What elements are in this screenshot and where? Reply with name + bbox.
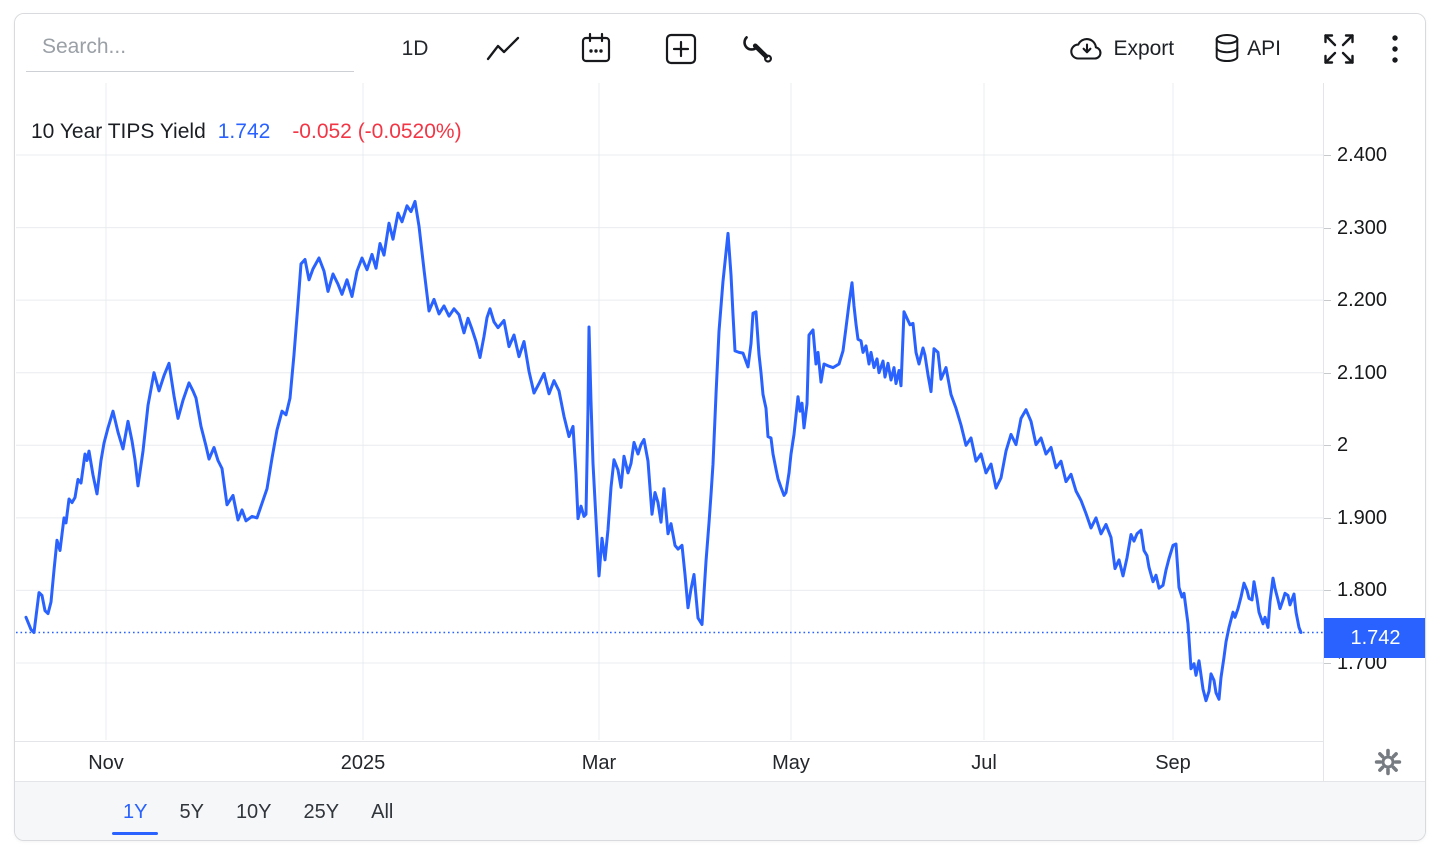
api-button[interactable]: API — [1214, 33, 1281, 65]
chart-type-button[interactable] — [479, 14, 527, 83]
y-axis-label: 1.900 — [1337, 507, 1388, 529]
fullscreen-expand-icon — [1321, 31, 1357, 67]
settings-button[interactable] — [1360, 745, 1416, 779]
range-button-label: 10Y — [235, 800, 272, 823]
x-axis-label-mar: Mar — [581, 752, 617, 774]
range-button-label: 5Y — [179, 800, 204, 823]
y-axis-price-scale[interactable]: 1.742 2.400 2.300 2.200 2.100 2 1.900 1.800 1.7… — [1323, 83, 1425, 781]
series-change: -0.052 (-0.0520%) — [292, 120, 462, 143]
x-axis-label-nov: Nov — [88, 752, 124, 774]
range-button-1y[interactable]: 1Y — [107, 782, 163, 840]
export-label: Export — [1113, 36, 1175, 60]
timeframe-button[interactable]: 1D — [385, 14, 445, 83]
calendar-button[interactable] — [572, 14, 620, 83]
x-axis-label-sep: Sep — [1155, 752, 1191, 774]
series-line — [24, 199, 1303, 703]
range-button-all[interactable]: All — [355, 782, 409, 840]
api-label: API — [1247, 36, 1281, 60]
range-button-label: 25Y — [303, 800, 340, 823]
y-axis-tick — [1324, 663, 1331, 664]
search-input[interactable] — [26, 28, 354, 72]
y-axis-tick — [1324, 300, 1331, 301]
chart-canvas[interactable] — [16, 81, 1323, 741]
y-axis-label: 1.800 — [1337, 579, 1388, 601]
chart-widget-card: 10 Year TIPS Yield 1.742 -0.052 (-0.0520… — [14, 13, 1426, 841]
range-selector-row: 1Y 5Y 10Y 25Y All — [15, 781, 1425, 840]
y-axis-label: 2.400 — [1337, 144, 1388, 166]
chart-legend: 10 Year TIPS Yield 1.742 -0.052 (-0.0520… — [31, 120, 462, 144]
toolbar: 1D — [15, 14, 1425, 83]
cloud-download-icon — [1068, 35, 1106, 63]
range-button-label: All — [371, 800, 394, 823]
database-icon — [1214, 33, 1240, 65]
x-axis-label-2025: 2025 — [340, 752, 386, 774]
y-axis-tick — [1324, 590, 1331, 591]
y-axis-label: 2 — [1337, 434, 1349, 456]
kebab-menu-icon — [1391, 33, 1399, 65]
gear-icon — [1374, 748, 1402, 776]
series-last-value: 1.742 — [217, 120, 271, 143]
y-axis-label: 2.300 — [1337, 217, 1388, 239]
range-button-5y[interactable]: 5Y — [163, 782, 219, 840]
line-chart-icon — [486, 35, 520, 63]
calendar-icon — [580, 32, 612, 66]
x-axis-time-scale[interactable]: Nov 2025 Mar May Jul Sep — [15, 741, 1323, 781]
fullscreen-button[interactable] — [1321, 31, 1357, 67]
y-axis-label: 2.100 — [1337, 362, 1388, 384]
plus-square-icon — [664, 32, 698, 66]
y-axis-tick — [1324, 518, 1331, 519]
y-axis-tick — [1324, 373, 1331, 374]
overflow-menu-button[interactable] — [1391, 33, 1399, 65]
export-button[interactable]: Export — [1068, 35, 1174, 63]
timeframe-label: 1D — [401, 36, 429, 60]
range-button-25y[interactable]: 25Y — [288, 782, 356, 840]
range-button-label: 1Y — [123, 800, 148, 823]
tools-button[interactable] — [734, 14, 782, 83]
series-title: 10 Year TIPS Yield — [31, 120, 206, 143]
y-axis-label: 2.200 — [1337, 289, 1388, 311]
y-axis-tick — [1324, 445, 1331, 446]
y-axis-tick — [1324, 228, 1331, 229]
last-price-label: 1.742 — [1350, 626, 1401, 649]
wrench-icon — [742, 34, 774, 64]
range-button-10y[interactable]: 10Y — [220, 782, 288, 840]
y-axis-tick — [1324, 155, 1331, 156]
x-axis-label-jul: Jul — [971, 752, 997, 774]
add-indicator-button[interactable] — [657, 14, 705, 83]
x-axis-label-may: May — [772, 752, 810, 774]
last-price-box: 1.742 — [1324, 618, 1425, 658]
